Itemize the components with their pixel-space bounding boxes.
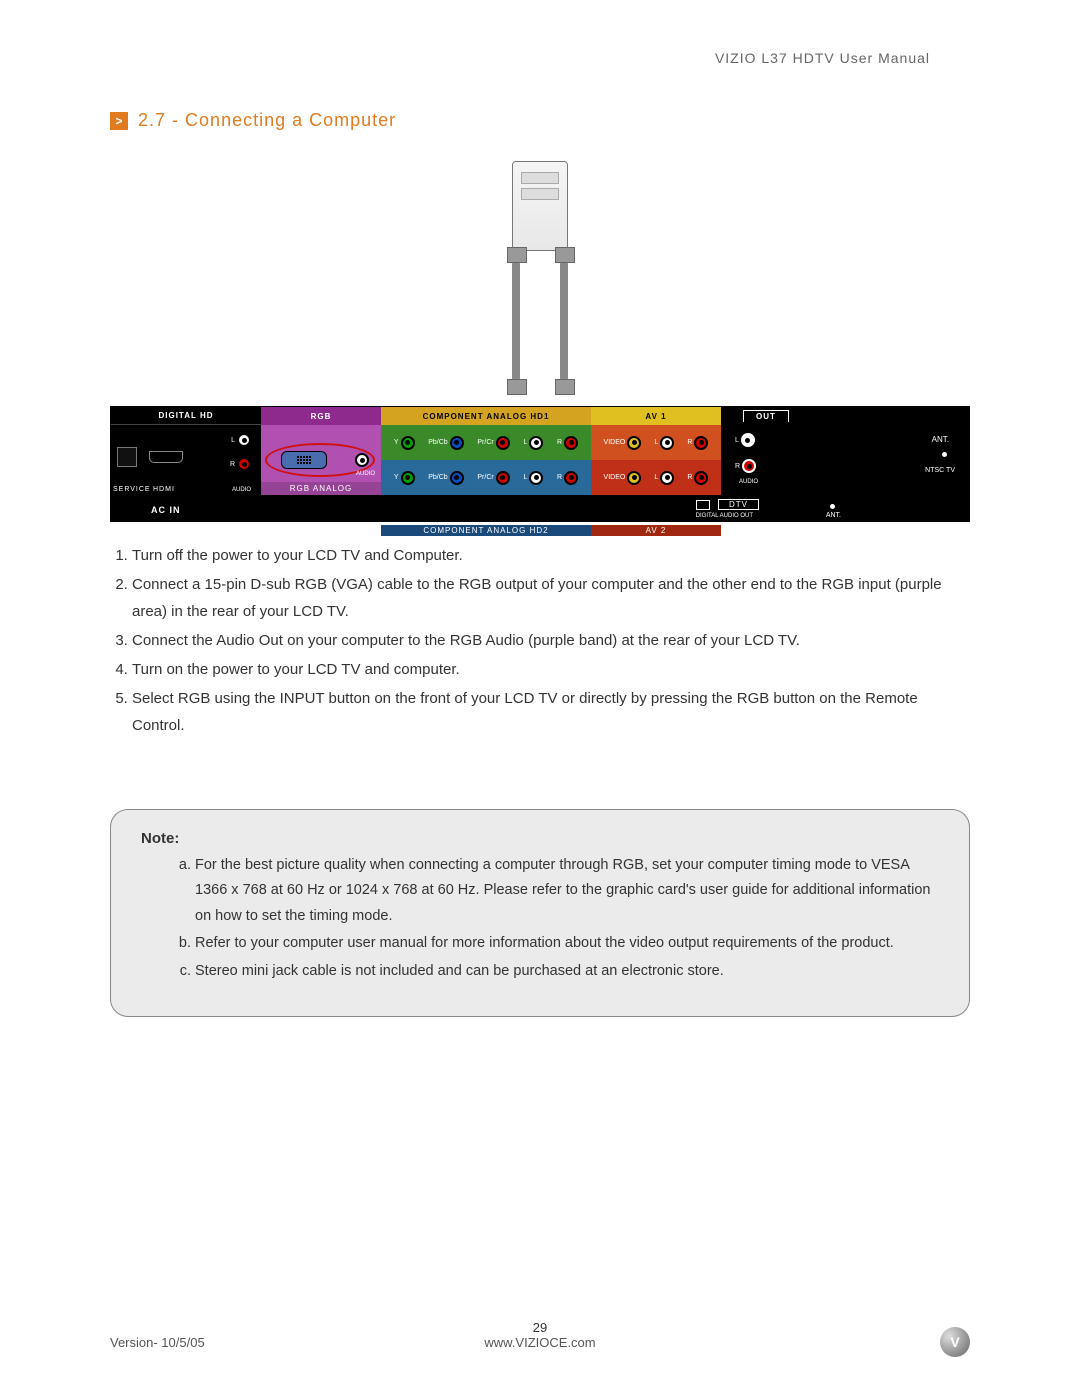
rgb-section: AUDIO RGB ANALOG: [261, 425, 381, 495]
manual-title: VIZIO L37 HDTV User Manual: [715, 50, 930, 66]
ac-in-label: AC IN: [151, 505, 181, 515]
section-dash: -: [172, 110, 185, 130]
ant-jack-2: [825, 499, 839, 513]
dhd-audio-label: AUDIO: [232, 487, 251, 493]
av-1: VIDEO L R: [591, 425, 721, 460]
rgb-analog-label: RGB ANALOG: [261, 482, 381, 495]
note-list: For the best picture quality when connec…: [141, 853, 939, 984]
av-2: VIDEO L R: [591, 460, 721, 495]
dtv-label: DTV: [718, 499, 759, 510]
component-section: Y Pb/Cb Pr/Cr L R Y Pb/Cb Pr/Cr L R COMP…: [381, 425, 591, 495]
out-label: OUT: [721, 407, 811, 425]
av-section: VIDEO L R VIDEO L R AV 2: [591, 425, 721, 495]
ant-label-2: ANT.: [826, 512, 841, 519]
chevron-icon: >: [110, 112, 128, 130]
component-top: COMPONENT ANALOG HD1: [381, 407, 591, 425]
page-footer: Version- 10/5/05 www.VIZIOCE.com V: [110, 1327, 970, 1357]
section-name: Connecting a Computer: [185, 110, 396, 130]
rgb-audio-label: AUDIO: [356, 471, 375, 477]
note-title: Note:: [141, 830, 939, 847]
audio-cable-icon: [560, 261, 568, 381]
ntsc-label: NTSC TV: [925, 467, 955, 474]
section-title: 2.7 - Connecting a Computer: [138, 110, 396, 131]
step-item: Turn on the power to your LCD TV and com…: [132, 656, 970, 683]
digital-hd-section: SERVICE HDMI L R AUDIO: [111, 425, 261, 495]
service-port-icon: [117, 447, 137, 467]
instruction-steps: Turn off the power to your LCD TV and Co…: [110, 542, 970, 739]
service-label: SERVICE: [113, 486, 151, 493]
optical-port-icon: [696, 500, 710, 510]
out-audio-label: AUDIO: [739, 479, 758, 485]
step-item: Select RGB using the INPUT button on the…: [132, 685, 970, 739]
component-hd1: Y Pb/Cb Pr/Cr L R: [381, 425, 591, 460]
section-number: 2.7: [138, 110, 166, 130]
dhd-audio-l: L: [231, 433, 251, 447]
note-item: Stereo mini jack cable is not included a…: [195, 959, 939, 984]
rgb-audio-jack: [355, 453, 369, 467]
step-item: Connect a 15-pin D-sub RGB (VGA) cable t…: [132, 571, 970, 625]
panel-bottom: AC IN DTV DIGITAL AUDIO OUT ANT.: [111, 495, 969, 521]
rgb-top: RGB: [261, 407, 381, 425]
ant-label-1: ANT.: [932, 435, 949, 444]
hdmi-label: HDMI: [153, 486, 175, 493]
pc-tower-icon: [512, 161, 568, 251]
av-top: AV 1: [591, 407, 721, 425]
component-hd2: Y Pb/Cb Pr/Cr L R: [381, 460, 591, 495]
step-item: Connect the Audio Out on your computer t…: [132, 627, 970, 654]
cables: [512, 261, 568, 381]
digital-hd-label: DIGITAL HD: [158, 411, 213, 420]
step-item: Turn off the power to your LCD TV and Co…: [132, 542, 970, 569]
section-heading: > 2.7 - Connecting a Computer: [110, 110, 970, 131]
hdmi-port-icon: [149, 451, 183, 463]
out-section: L R AUDIO: [721, 425, 811, 495]
vga-cable-icon: [512, 261, 520, 381]
dhd-audio-r: R: [230, 457, 251, 471]
tv-rear-panel-diagram: DIGITAL HD RGB COMPONENT ANALOG HD1 AV 1…: [110, 406, 970, 522]
computer-illustration: [490, 161, 590, 381]
antenna-section: ANT. NTSC TV: [811, 425, 969, 495]
note-box: Note: For the best picture quality when …: [110, 809, 970, 1017]
note-item: For the best picture quality when connec…: [195, 853, 939, 929]
note-item: Refer to your computer user manual for m…: [195, 931, 939, 956]
vga-port-icon: [281, 451, 327, 469]
ant-jack-1: [937, 447, 951, 461]
component-hd2-label: COMPONENT ANALOG HD2: [381, 525, 591, 536]
footer-url: www.VIZIOCE.com: [110, 1335, 970, 1350]
digital-audio-out-label: DIGITAL AUDIO OUT: [696, 513, 753, 519]
av2-label: AV 2: [591, 525, 721, 536]
